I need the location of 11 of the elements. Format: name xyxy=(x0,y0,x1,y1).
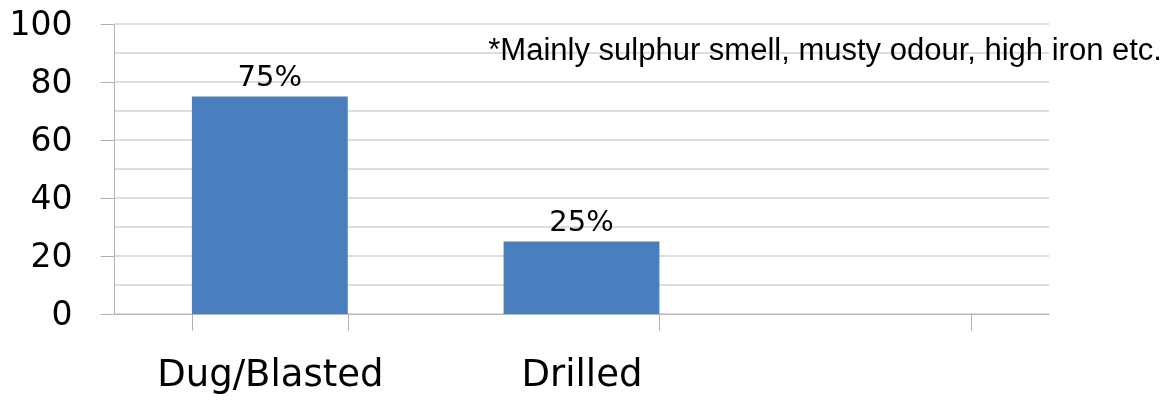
data-label: 25% xyxy=(549,203,614,238)
y-tick-label: 80 xyxy=(30,61,73,101)
y-tick-label: 40 xyxy=(30,177,73,217)
annotation: *Mainly sulphur smell, musty odour, high iron etc. xyxy=(488,32,1162,67)
x-tick-label: Dug/Blasted xyxy=(157,351,384,395)
x-tick-label: Drilled xyxy=(521,351,643,395)
y-tick-label: 100 xyxy=(9,3,73,43)
y-tick-label: 0 xyxy=(51,293,73,333)
data-label: 75% xyxy=(237,58,303,93)
y-tick-label: 20 xyxy=(30,235,73,275)
y-tick-label: 60 xyxy=(30,119,73,159)
